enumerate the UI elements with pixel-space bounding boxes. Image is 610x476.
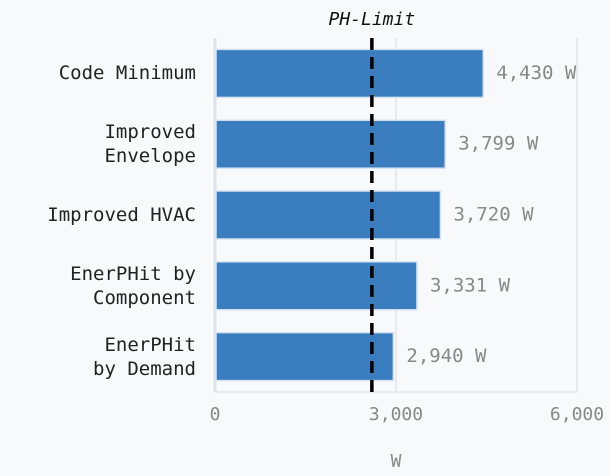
bar xyxy=(215,48,485,99)
annotation: PH-Limit xyxy=(329,9,416,30)
y-tick-label: EnerPHit by Component xyxy=(70,262,196,309)
y-tick-label: Code Minimum xyxy=(58,62,196,85)
bar xyxy=(215,331,395,382)
y-tick-label: Improved HVAC xyxy=(47,204,196,226)
y-tick-label: EnerPHit by Demand xyxy=(93,333,196,380)
value-label: 3,720 W xyxy=(453,204,534,226)
x-axis-label: W xyxy=(391,451,402,472)
x-tick-label: 3,000 xyxy=(369,404,423,425)
bar xyxy=(215,190,442,240)
y-tick-label: Improved Envelope xyxy=(104,121,196,168)
x-tick-label: 6,000 xyxy=(550,404,604,425)
value-label: 3,331 W xyxy=(430,274,511,296)
value-label: 2,940 W xyxy=(406,345,487,367)
value-label: 4,430 W xyxy=(496,62,577,84)
value-label: 3,799 W xyxy=(458,133,539,155)
x-tick-label: 0 xyxy=(210,404,221,425)
bar xyxy=(215,261,418,311)
bar xyxy=(215,119,446,169)
